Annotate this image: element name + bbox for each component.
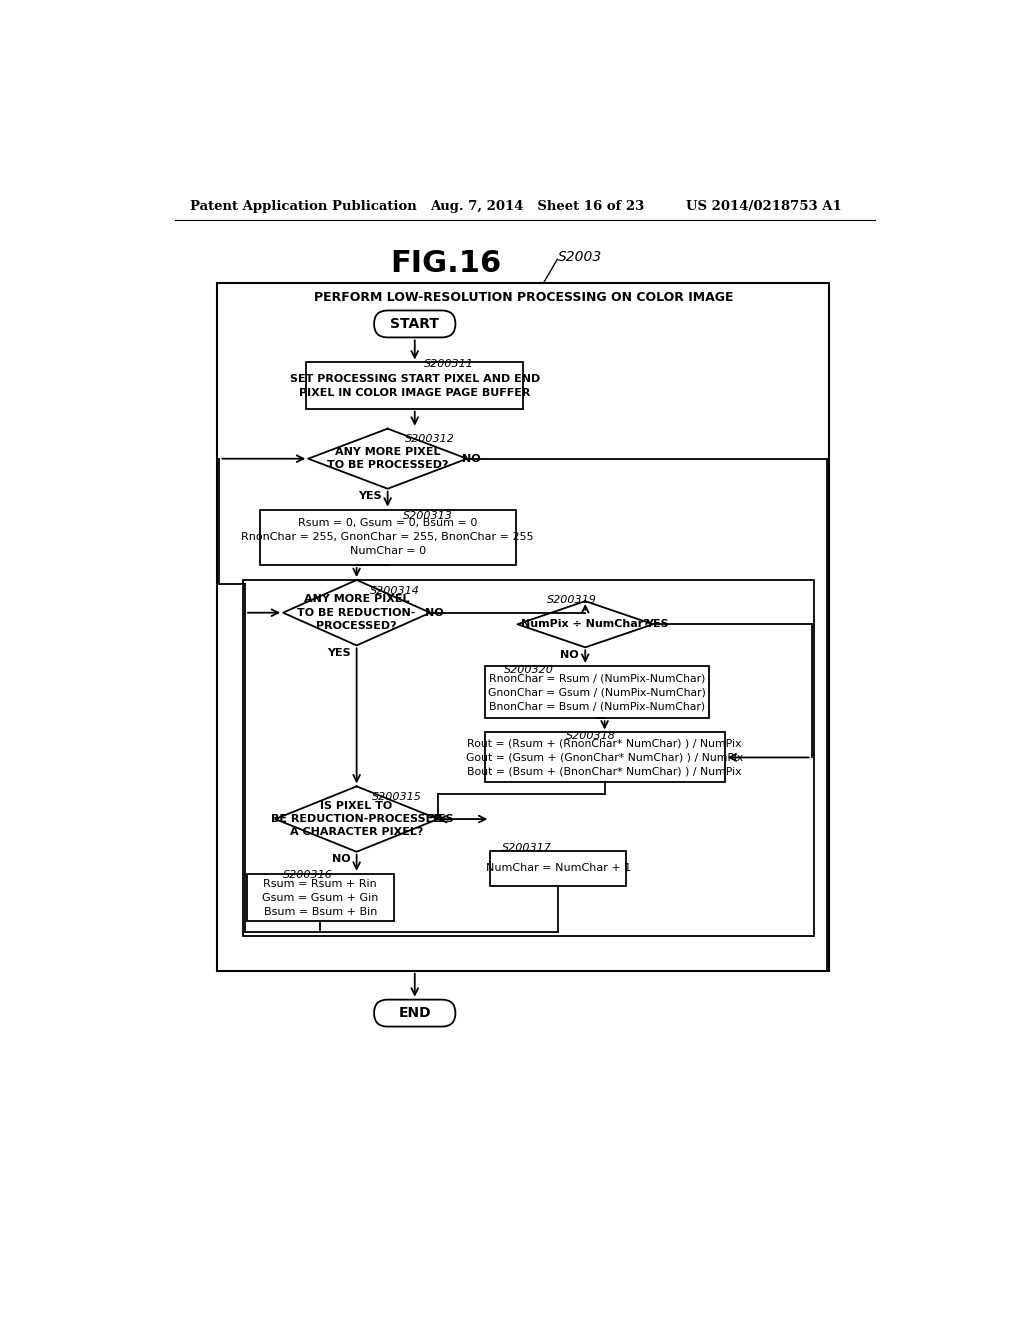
Text: Rsum = Rsum + Rin
Gsum = Gsum + Gin
Bsum = Bsum + Bin: Rsum = Rsum + Rin Gsum = Gsum + Gin Bsum… (262, 879, 379, 916)
Text: Rout = (Rsum + (RnonChar* NumChar) ) / NumPix
Gout = (Gsum + (GnonChar* NumChar): Rout = (Rsum + (RnonChar* NumChar) ) / N… (466, 738, 743, 776)
Text: ANY MORE PIXEL
TO BE REDUCTION-
PROCESSED?: ANY MORE PIXEL TO BE REDUCTION- PROCESSE… (297, 594, 416, 631)
Text: S200314: S200314 (370, 586, 420, 597)
FancyBboxPatch shape (490, 851, 626, 886)
FancyBboxPatch shape (374, 999, 456, 1027)
Text: Rsum = 0, Gsum = 0, Bsum = 0
RnonChar = 255, GnonChar = 255, BnonChar = 255
NumC: Rsum = 0, Gsum = 0, Bsum = 0 RnonChar = … (242, 519, 534, 556)
Text: Patent Application Publication: Patent Application Publication (190, 199, 417, 213)
Text: NumChar = NumChar + 1: NumChar = NumChar + 1 (485, 863, 631, 874)
Text: S200313: S200313 (403, 511, 453, 520)
Text: Aug. 7, 2014   Sheet 16 of 23: Aug. 7, 2014 Sheet 16 of 23 (430, 199, 644, 213)
Text: NO: NO (463, 454, 481, 463)
Text: US 2014/0218753 A1: US 2014/0218753 A1 (686, 199, 842, 213)
Text: S200312: S200312 (404, 434, 455, 444)
Text: YES: YES (430, 814, 454, 824)
FancyBboxPatch shape (484, 733, 725, 783)
FancyBboxPatch shape (217, 284, 829, 970)
Text: YES: YES (645, 619, 669, 630)
Text: END: END (398, 1006, 431, 1020)
Text: S200319: S200319 (547, 594, 596, 605)
Text: SET PROCESSING START PIXEL AND END
PIXEL IN COLOR IMAGE PAGE BUFFER: SET PROCESSING START PIXEL AND END PIXEL… (290, 374, 540, 397)
Text: FIG.16: FIG.16 (390, 248, 502, 277)
FancyBboxPatch shape (306, 363, 523, 409)
Text: NO: NO (560, 649, 579, 660)
Text: S2003: S2003 (558, 249, 602, 264)
Text: ANY MORE PIXEL
TO BE PROCESSED?: ANY MORE PIXEL TO BE PROCESSED? (327, 447, 449, 470)
FancyBboxPatch shape (260, 510, 515, 565)
FancyBboxPatch shape (247, 874, 394, 921)
Text: S200315: S200315 (372, 792, 422, 803)
Text: NO: NO (332, 854, 350, 865)
Text: START: START (390, 317, 439, 331)
Text: S200311: S200311 (424, 359, 474, 370)
Text: NumPix ÷ NumChar?: NumPix ÷ NumChar? (521, 619, 649, 630)
Text: S200320: S200320 (504, 665, 554, 676)
Text: RnonChar = Rsum / (NumPix-NumChar)
GnonChar = Gsum / (NumPix-NumChar)
BnonChar =: RnonChar = Rsum / (NumPix-NumChar) GnonC… (488, 673, 706, 711)
Text: NO: NO (425, 607, 443, 618)
Text: S200318: S200318 (566, 731, 615, 741)
Text: IS PIXEL TO
BE REDUCTION-PROCESSED
A CHARACTER PIXEL?: IS PIXEL TO BE REDUCTION-PROCESSED A CHA… (271, 801, 442, 837)
FancyBboxPatch shape (484, 665, 710, 718)
Text: S200317: S200317 (503, 842, 552, 853)
FancyBboxPatch shape (374, 310, 456, 338)
Text: S200316: S200316 (283, 870, 333, 879)
Text: YES: YES (357, 491, 381, 502)
Text: PERFORM LOW-RESOLUTION PROCESSING ON COLOR IMAGE: PERFORM LOW-RESOLUTION PROCESSING ON COL… (313, 290, 733, 304)
Text: YES: YES (327, 648, 350, 659)
